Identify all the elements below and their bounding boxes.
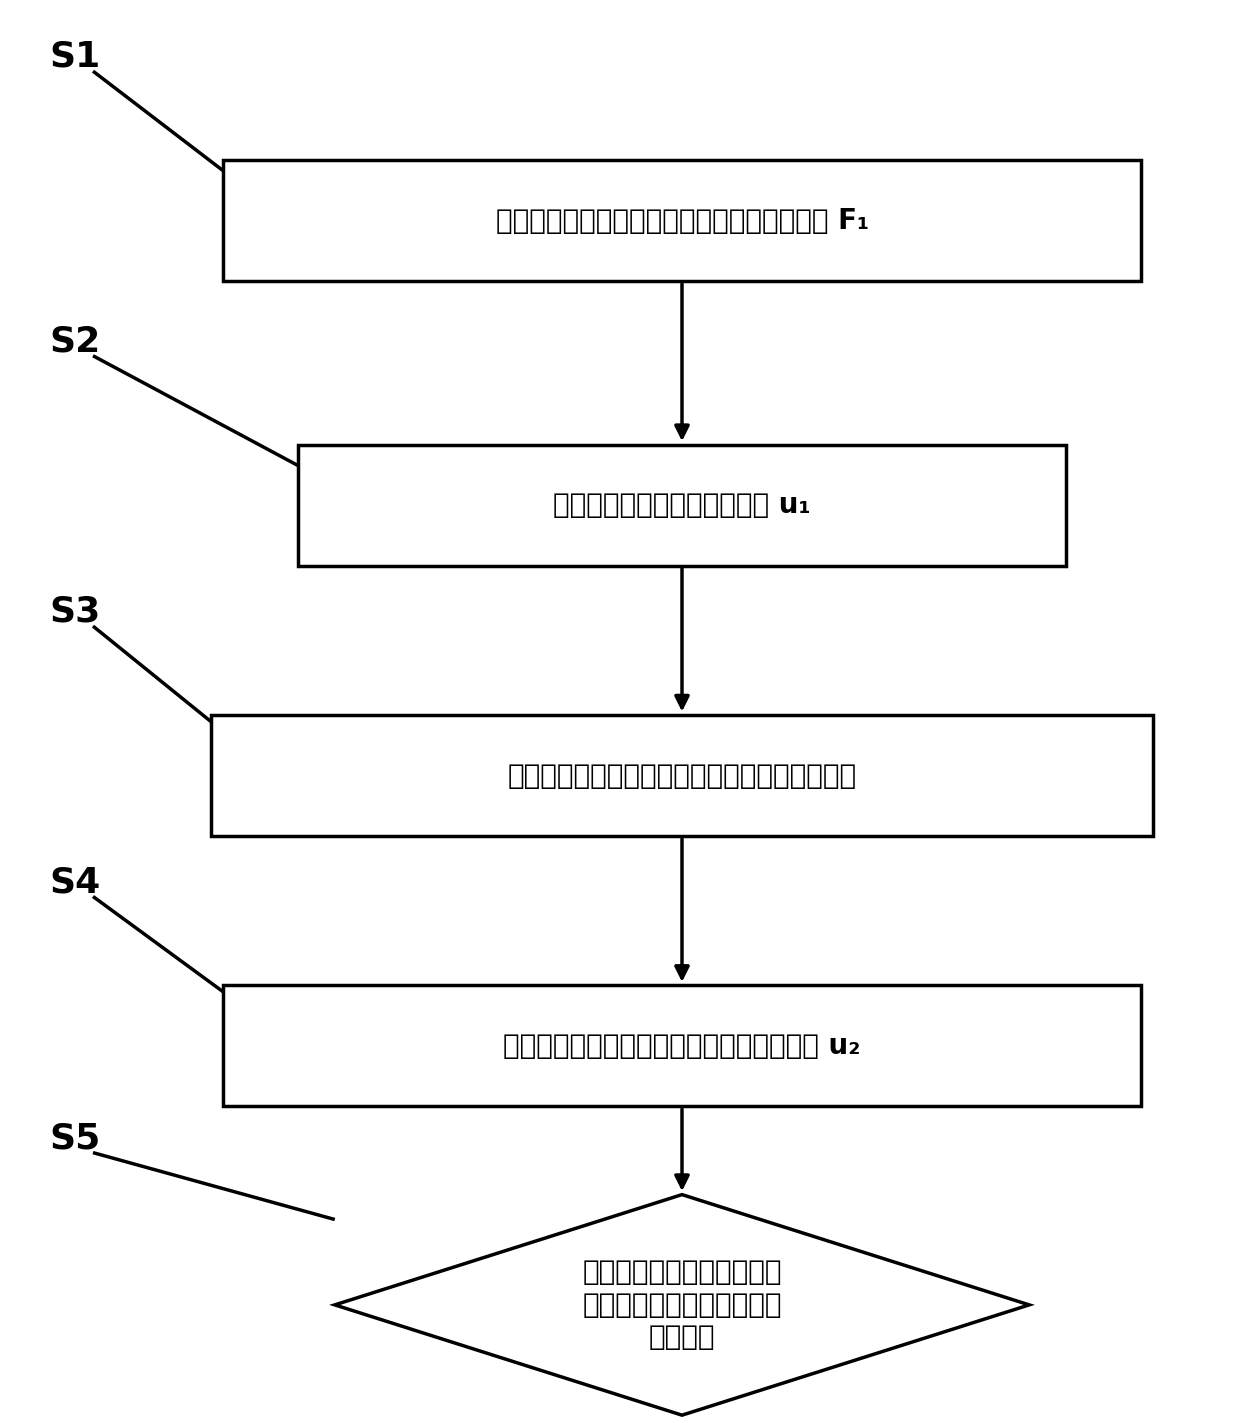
Bar [223,161,1141,282]
Text: S3: S3 [50,595,100,629]
Bar [298,444,1066,565]
Bar [223,985,1141,1107]
Text: 计算考虑列车荷载影响及下
穿隧道开挖作用下既有隧道
隧底位移: 计算考虑列车荷载影响及下 穿隧道开挖作用下既有隧道 隧底位移 [583,1258,781,1352]
Text: 计算重载列车运行作用于隧道道床垂直集中力 F₁: 计算重载列车运行作用于隧道道床垂直集中力 F₁ [496,206,868,235]
Text: 计算列车荷载作用下隧底位移 u₁: 计算列车荷载作用下隧底位移 u₁ [553,491,811,519]
Text: 确定受列车荷载影响新建下穿隧道周边应力状态: 确定受列车荷载影响新建下穿隧道周边应力状态 [507,761,857,790]
Text: 计算下穿隧道开挖引起的既有隧道隧底位移 u₂: 计算下穿隧道开挖引起的既有隧道隧底位移 u₂ [503,1032,861,1060]
Text: S5: S5 [50,1121,100,1155]
Text: S4: S4 [50,865,100,899]
Text: S2: S2 [50,324,100,359]
Polygon shape [335,1195,1029,1414]
Bar [211,714,1153,835]
Text: S1: S1 [50,40,100,74]
